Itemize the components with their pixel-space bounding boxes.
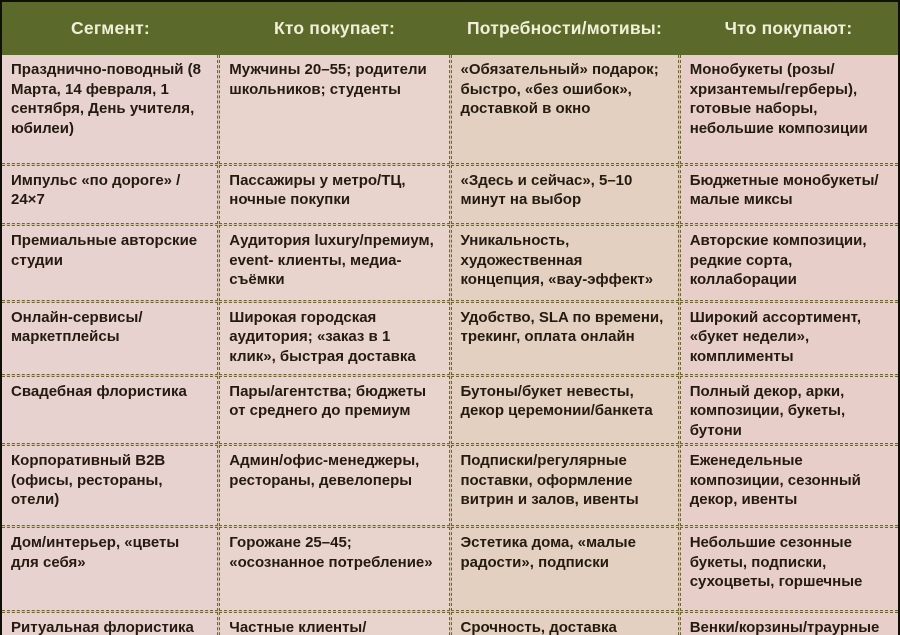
what-cell: Венки/корзины/траурные композиции (живые… xyxy=(679,612,898,635)
needs-cell: «Здесь и сейчас», 5–10 минут на выбор xyxy=(450,164,679,225)
column-header-what: Что покупают: xyxy=(724,18,853,38)
segment-cell: Ритуальная флористика xyxy=(2,612,219,635)
table-header-row: Сегмент: Кто покупает: Потребности/мотив… xyxy=(2,2,898,55)
segment-cell: Корпоративный B2B (офисы, рестораны, оте… xyxy=(2,445,219,526)
what-cell: Небольшие сезонные букеты, подписки, сух… xyxy=(679,527,898,612)
who-cell: Админ/офис-менеджеры, рестораны, девелоп… xyxy=(219,445,450,526)
needs-cell: Бутоны/букет невесты, декор церемонии/ба… xyxy=(450,375,679,445)
column-header-who: Кто покупает: xyxy=(273,18,396,38)
who-cell: Пассажиры у метро/ТЦ, ночные покупки xyxy=(219,164,450,225)
needs-cell: Удобство, SLA по времени, трекинг, оплат… xyxy=(450,301,679,375)
column-header-needs: Потребности/мотивы: xyxy=(466,18,662,38)
who-cell: Широкая городская аудитория; «заказ в 1 … xyxy=(219,301,450,375)
who-cell: Горожане 25–45; «осознанное потребление» xyxy=(219,527,450,612)
what-cell: Бюджетные монобукеты/малые миксы xyxy=(679,164,898,225)
segment-cell: Премиальные авторские студии xyxy=(2,225,219,301)
segment-cell: Онлайн-сервисы/маркетплейсы xyxy=(2,301,219,375)
what-cell: Авторские композиции, редкие сорта, колл… xyxy=(679,225,898,301)
what-cell: Еженедельные композиции, сезонный декор,… xyxy=(679,445,898,526)
what-cell: Монобукеты (розы/хризантемы/герберы), го… xyxy=(679,55,898,164)
needs-cell: Подписки/регулярные поставки, оформление… xyxy=(450,445,679,526)
needs-cell: «Обязательный» подарок; быстро, «без оши… xyxy=(450,55,679,164)
column-header-segment: Сегмент: xyxy=(71,18,150,38)
segment-cell: Импульс «по дороге» / 24×7 xyxy=(2,164,219,225)
needs-cell: Эстетика дома, «малые радости», подписки xyxy=(450,527,679,612)
segment-cell: Празднично-поводный (8 Марта, 14 февраля… xyxy=(2,55,219,164)
who-cell: Частные клиенты/ритуальные агентства xyxy=(219,612,450,635)
who-cell: Пары/агентства; бюджеты от среднего до п… xyxy=(219,375,450,445)
needs-cell: Уникальность, художественная концепция, … xyxy=(450,225,679,301)
segments-table: Празднично-поводный (8 Марта, 14 февраля… xyxy=(2,55,898,635)
who-cell: Мужчины 20–55; родители школьников; студ… xyxy=(219,55,450,164)
what-cell: Полный декор, арки, композиции, букеты, … xyxy=(679,375,898,445)
segment-cell: Свадебная флористика xyxy=(2,375,219,445)
segment-cell: Дом/интерьер, «цветы для себя» xyxy=(2,527,219,612)
who-cell: Аудитория luxury/премиум, event- клиенты… xyxy=(219,225,450,301)
needs-cell: Срочность, доставка «день-в-день», понят… xyxy=(450,612,679,635)
what-cell: Широкий ассортимент, «букет недели», ком… xyxy=(679,301,898,375)
